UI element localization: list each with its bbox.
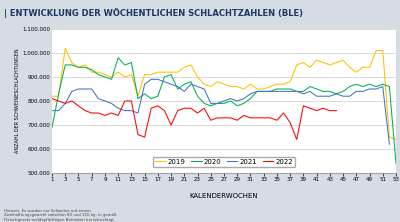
2021 — [261, 90, 266, 93]
2022 — [294, 138, 299, 141]
2020 — [50, 126, 54, 129]
2021 — [50, 109, 54, 112]
2022 — [308, 107, 312, 110]
2021 — [215, 102, 220, 105]
2022 — [89, 112, 94, 114]
2019 — [274, 83, 279, 85]
2022 — [261, 117, 266, 119]
2022 — [215, 117, 220, 119]
2022 — [208, 119, 213, 122]
2019 — [149, 73, 154, 76]
Line: 2019: 2019 — [52, 48, 396, 139]
2022 — [122, 100, 127, 102]
2022 — [222, 117, 226, 119]
2022 — [182, 107, 187, 110]
Y-axis label: ANZAHL DER SCHWEINESCHLACHTUNGEN: ANZAHL DER SCHWEINESCHLACHTUNGEN — [15, 49, 20, 153]
2021 — [149, 78, 154, 81]
2022 — [188, 107, 193, 110]
2022 — [281, 112, 286, 114]
Line: 2020: 2020 — [52, 58, 396, 164]
2022 — [242, 114, 246, 117]
2019 — [255, 88, 260, 90]
2022 — [70, 100, 74, 102]
2022 — [169, 124, 174, 126]
2022 — [321, 107, 326, 110]
Text: KALENDERWOCHEN: KALENDERWOCHEN — [190, 193, 258, 199]
2020 — [261, 90, 266, 93]
2022 — [129, 100, 134, 102]
2020 — [360, 85, 365, 88]
Legend: 2019, 2020, 2021, 2022: 2019, 2020, 2021, 2022 — [153, 157, 295, 167]
2022 — [175, 109, 180, 112]
2021 — [274, 90, 279, 93]
Line: 2021: 2021 — [52, 79, 389, 144]
2022 — [149, 107, 154, 110]
2019 — [321, 61, 326, 64]
2022 — [63, 102, 68, 105]
2019 — [360, 66, 365, 69]
2022 — [202, 107, 206, 110]
2020 — [149, 97, 154, 100]
Text: Hinweis: Es wurden nur Schweine mit einem
Zweihalftungsgewicht zwischen 80 und 1: Hinweis: Es wurden nur Schweine mit eine… — [4, 209, 116, 222]
2022 — [235, 119, 240, 122]
2020 — [255, 90, 260, 93]
2022 — [255, 117, 260, 119]
2022 — [156, 105, 160, 107]
2022 — [228, 117, 233, 119]
2021 — [76, 88, 81, 90]
2020 — [274, 88, 279, 90]
Text: | ENTWICKLUNG DER WÖCHENTLICHEN SCHLACHTZAHLEN (BLE): | ENTWICKLUNG DER WÖCHENTLICHEN SCHLACHT… — [4, 8, 303, 18]
2019 — [63, 47, 68, 50]
2022 — [274, 119, 279, 122]
2019 — [394, 138, 398, 141]
2021 — [175, 85, 180, 88]
2020 — [321, 90, 326, 93]
2022 — [83, 109, 88, 112]
2022 — [116, 114, 120, 117]
2020 — [116, 56, 120, 59]
2022 — [142, 136, 147, 139]
2019 — [261, 88, 266, 90]
2022 — [102, 114, 107, 117]
2022 — [162, 109, 167, 112]
2022 — [50, 97, 54, 100]
2022 — [195, 112, 200, 114]
2022 — [109, 112, 114, 114]
2022 — [76, 105, 81, 107]
2022 — [136, 133, 140, 136]
2021 — [387, 143, 392, 146]
2022 — [96, 112, 101, 114]
2022 — [248, 117, 253, 119]
2022 — [268, 117, 273, 119]
2022 — [288, 121, 292, 124]
2022 — [334, 109, 339, 112]
2022 — [314, 109, 319, 112]
2022 — [301, 105, 306, 107]
Line: 2022: 2022 — [52, 99, 336, 139]
2021 — [367, 88, 372, 90]
2022 — [56, 100, 61, 102]
2019 — [50, 95, 54, 97]
2020 — [394, 162, 398, 165]
2022 — [328, 109, 332, 112]
